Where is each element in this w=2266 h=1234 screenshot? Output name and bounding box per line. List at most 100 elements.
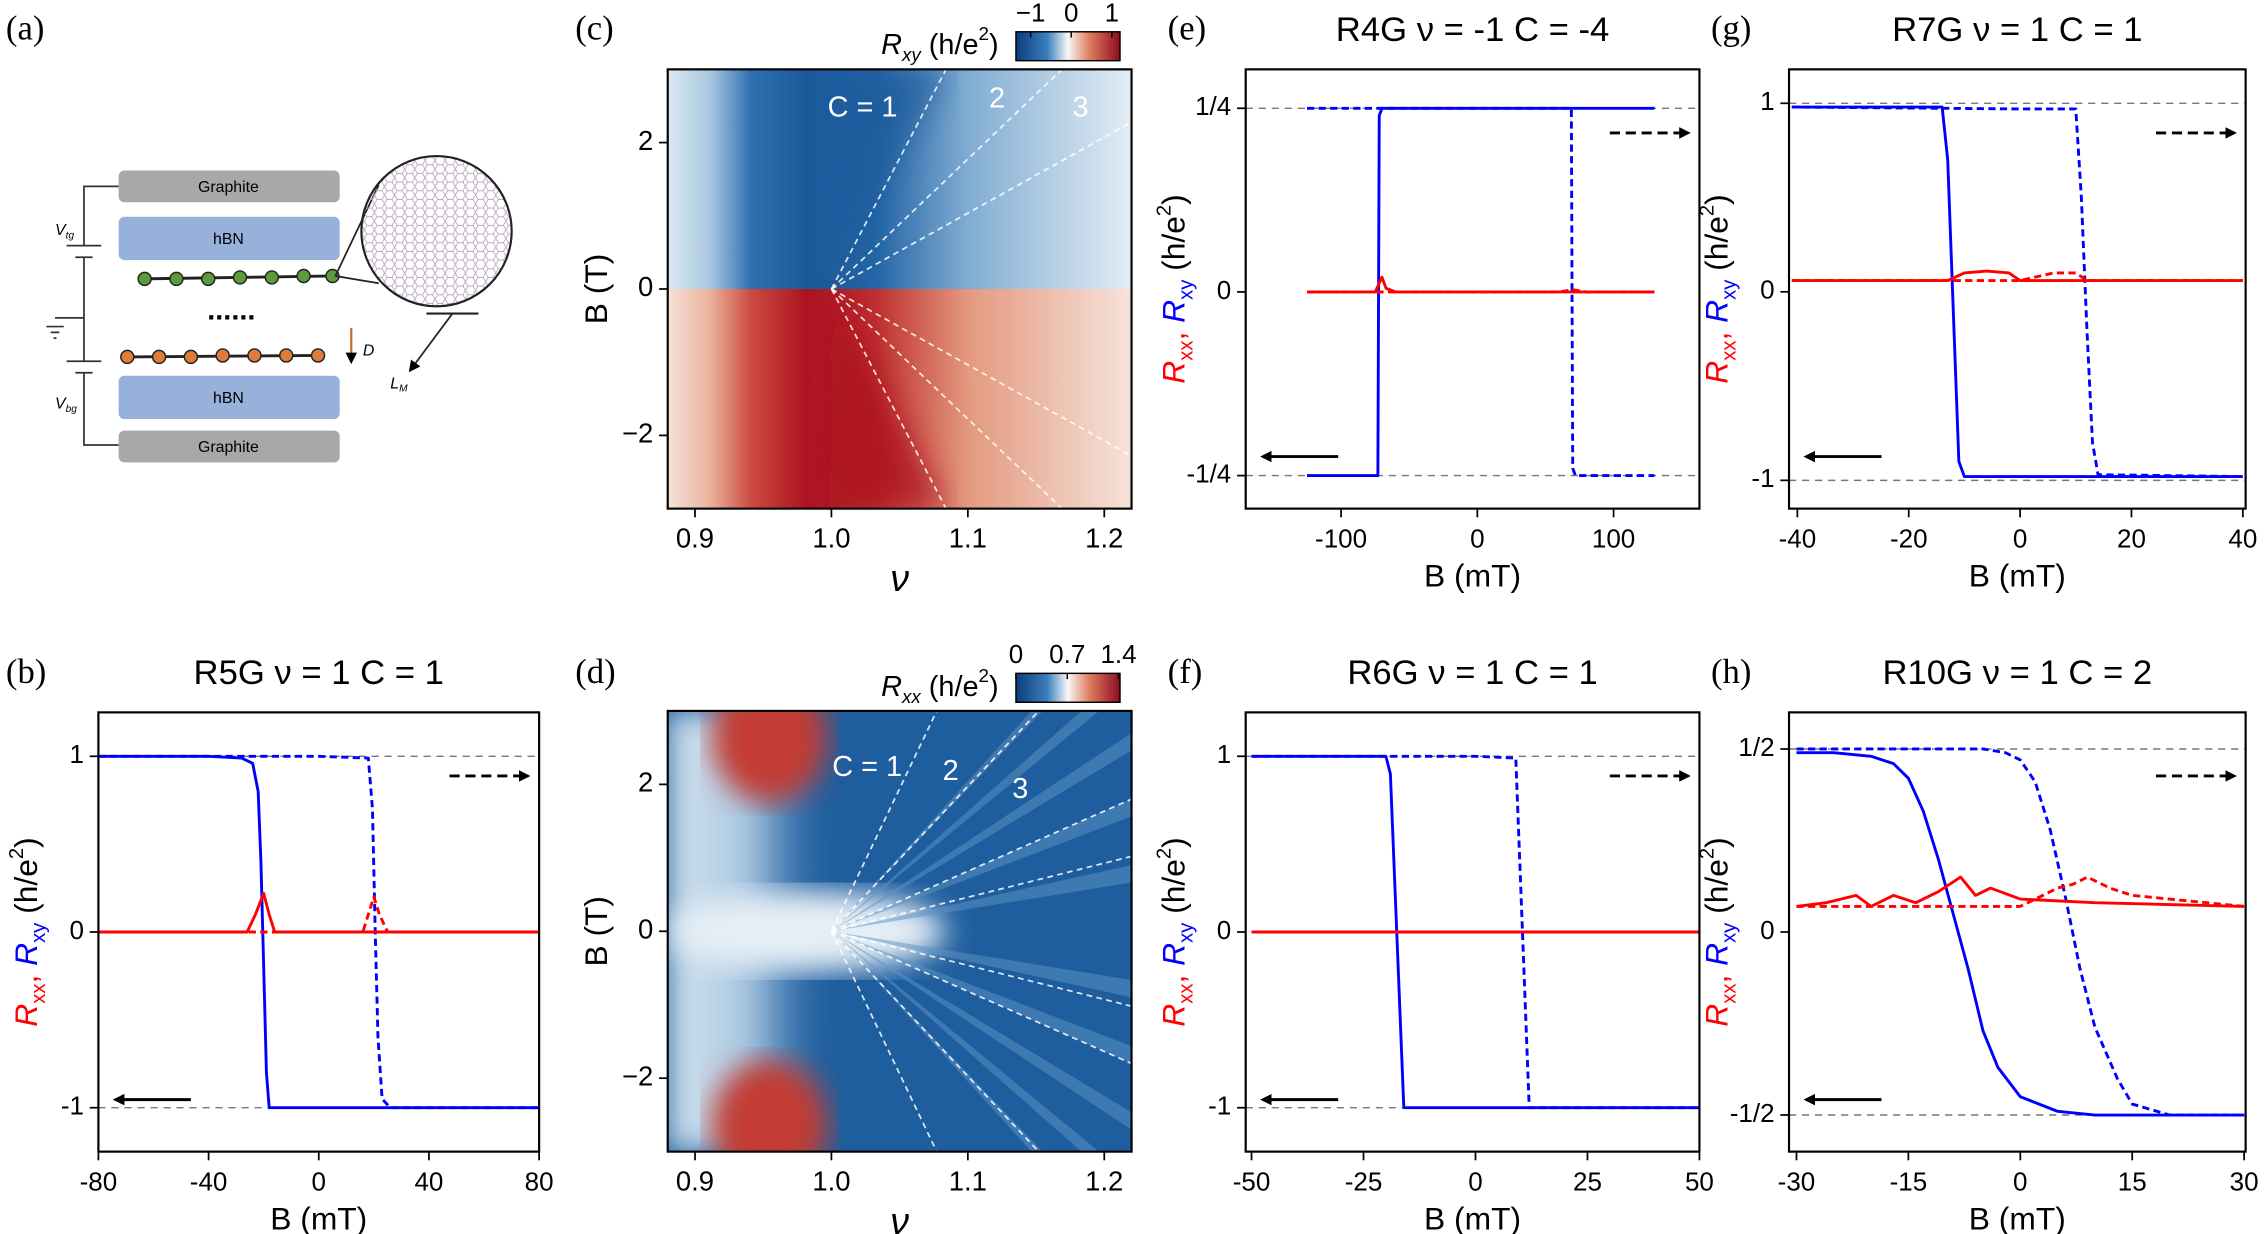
plot-frame bbox=[1787, 68, 2247, 510]
x-tick-label: 100 bbox=[1592, 523, 1635, 553]
heatmap bbox=[667, 710, 1132, 1152]
x-tick-label: 40 bbox=[2228, 523, 2257, 553]
x-axis-label: B (mT) bbox=[1424, 1200, 1521, 1234]
pointer bbox=[408, 313, 454, 373]
x-tick-label: 25 bbox=[1573, 1166, 1602, 1196]
data-line bbox=[1796, 875, 2245, 908]
layer-label: hBN bbox=[213, 390, 244, 407]
layer-label: Graphite bbox=[198, 179, 259, 196]
layer-label: Graphite bbox=[198, 439, 259, 456]
x-tick-label: 0.9 bbox=[676, 1166, 714, 1197]
y-axis-label: B (T) bbox=[578, 254, 614, 325]
heatmap-ray bbox=[831, 931, 1132, 998]
y-axis-label-part: R bbox=[1699, 361, 1735, 384]
fan-line bbox=[831, 855, 1132, 933]
layer bbox=[118, 430, 340, 463]
chart-title: R6G ν = 1 C = 1 bbox=[1347, 654, 1597, 692]
data-line bbox=[1307, 275, 1655, 294]
x-tick-label: 0 bbox=[2013, 1166, 2027, 1196]
x-tick-label: 1.0 bbox=[812, 1166, 850, 1197]
y-tick-label: 2 bbox=[638, 767, 653, 798]
y-axis-label-part: xx bbox=[28, 984, 50, 1004]
colorbar-label-part: ) bbox=[989, 29, 999, 61]
ellipsis: ...... bbox=[207, 295, 255, 327]
plot-frame bbox=[1787, 711, 2247, 1153]
chart-title: R10G ν = 1 C = 2 bbox=[1882, 654, 2152, 692]
colorbar-tick-label: −1 bbox=[1016, 0, 1046, 27]
x-tick-label: 0 bbox=[2013, 523, 2027, 553]
x-tick-label: -40 bbox=[190, 1166, 228, 1196]
heatmap-region bbox=[667, 890, 947, 972]
y-axis-label-part: R bbox=[1699, 1004, 1735, 1027]
data-line bbox=[1791, 269, 2243, 282]
data-line bbox=[1307, 288, 1655, 294]
fan-line bbox=[831, 121, 1132, 290]
colorbar-label-part: xy bbox=[901, 45, 922, 66]
colorbar-label-part: R bbox=[881, 29, 902, 61]
moire-length: LM bbox=[390, 376, 408, 395]
fan-line bbox=[830, 710, 938, 932]
fan-line bbox=[831, 930, 1132, 1065]
x-axis-label: B (mT) bbox=[1424, 557, 1521, 593]
colorbar-label-part: ) bbox=[989, 670, 999, 702]
y-axis-label-part: R bbox=[1699, 300, 1735, 323]
heatmap-region bbox=[711, 1060, 828, 1152]
y-tick-label: −2 bbox=[622, 418, 653, 449]
layer bbox=[118, 216, 340, 261]
y-axis-label-part: xy bbox=[28, 922, 50, 943]
y-axis-label-part: (h/e bbox=[1699, 859, 1735, 923]
y-tick-label: -1/2 bbox=[1730, 1098, 1775, 1128]
x-axis-label: B (mT) bbox=[270, 1200, 367, 1234]
y-axis-label-part: R bbox=[8, 1004, 44, 1027]
y-axis-label-part: xx bbox=[1719, 341, 1741, 361]
colorbar bbox=[1015, 672, 1121, 703]
fan-line bbox=[831, 288, 1132, 457]
data-line bbox=[98, 895, 540, 934]
panel-label: (a) bbox=[6, 10, 44, 48]
colorbar-label: Rxy (h/e2) bbox=[881, 24, 998, 66]
ground bbox=[46, 325, 64, 339]
y-axis-label: Rxx, Rxy (h/e2) bbox=[1697, 194, 1741, 383]
y-tick-label: 0 bbox=[1217, 915, 1231, 945]
y-tick-label: 1 bbox=[69, 739, 83, 769]
y-axis-label-part: ) bbox=[1156, 194, 1192, 205]
data-line bbox=[98, 891, 540, 934]
device-diagram: (a) Graphite hBN hBN Graphite ...... LM … bbox=[6, 10, 513, 463]
y-axis-label-part: , bbox=[1699, 966, 1735, 984]
y-tick-label: 0 bbox=[1217, 275, 1231, 305]
heatmap-ray bbox=[831, 865, 1132, 932]
y-axis-label-part: (h/e bbox=[8, 859, 44, 923]
heatmap-region bbox=[711, 710, 828, 803]
colorbar-label-part: R bbox=[881, 670, 902, 702]
x-tick-label: 0 bbox=[312, 1166, 326, 1196]
x-tick-label: 50 bbox=[1685, 1166, 1714, 1196]
x-axis-label: ν bbox=[890, 557, 909, 599]
y-axis-label-part: ) bbox=[8, 837, 44, 848]
y-axis-label-part: (h/e bbox=[1156, 216, 1192, 280]
y-axis-label: Rxx, Rxy (h/e2) bbox=[1697, 837, 1741, 1026]
data-line bbox=[1251, 754, 1700, 1110]
colorbar-label-part: (h/e bbox=[921, 670, 979, 702]
x-tick-label: 15 bbox=[2118, 1166, 2147, 1196]
data-line bbox=[98, 754, 540, 1110]
y-axis-label-part: xy bbox=[1176, 922, 1198, 943]
y-axis-label-part: ) bbox=[1156, 837, 1192, 848]
annotation: 3 bbox=[1012, 773, 1028, 805]
x-tick-label: 0 bbox=[1470, 523, 1484, 553]
y-axis-label-part: R bbox=[1156, 300, 1192, 323]
y-tick-label: 2 bbox=[638, 125, 653, 156]
x-tick-label: 80 bbox=[525, 1166, 554, 1196]
plot-frame bbox=[97, 711, 541, 1153]
data-line bbox=[1796, 875, 2245, 908]
y-tick-label: 0 bbox=[638, 271, 653, 302]
y-axis-label-part: R bbox=[1699, 943, 1735, 966]
x-tick-label: 0 bbox=[1468, 1166, 1482, 1196]
x-tick-label: -25 bbox=[1345, 1166, 1383, 1196]
y-axis-label-part: R bbox=[1156, 361, 1192, 384]
panel-label: (g) bbox=[1711, 10, 1751, 48]
x-tick-label: 20 bbox=[2117, 523, 2146, 553]
y-axis-label-part: (h/e bbox=[1699, 216, 1735, 280]
fan-line bbox=[830, 288, 1063, 509]
colorbar-label-part: 2 bbox=[979, 665, 989, 686]
y-tick-label: −2 bbox=[622, 1060, 653, 1091]
